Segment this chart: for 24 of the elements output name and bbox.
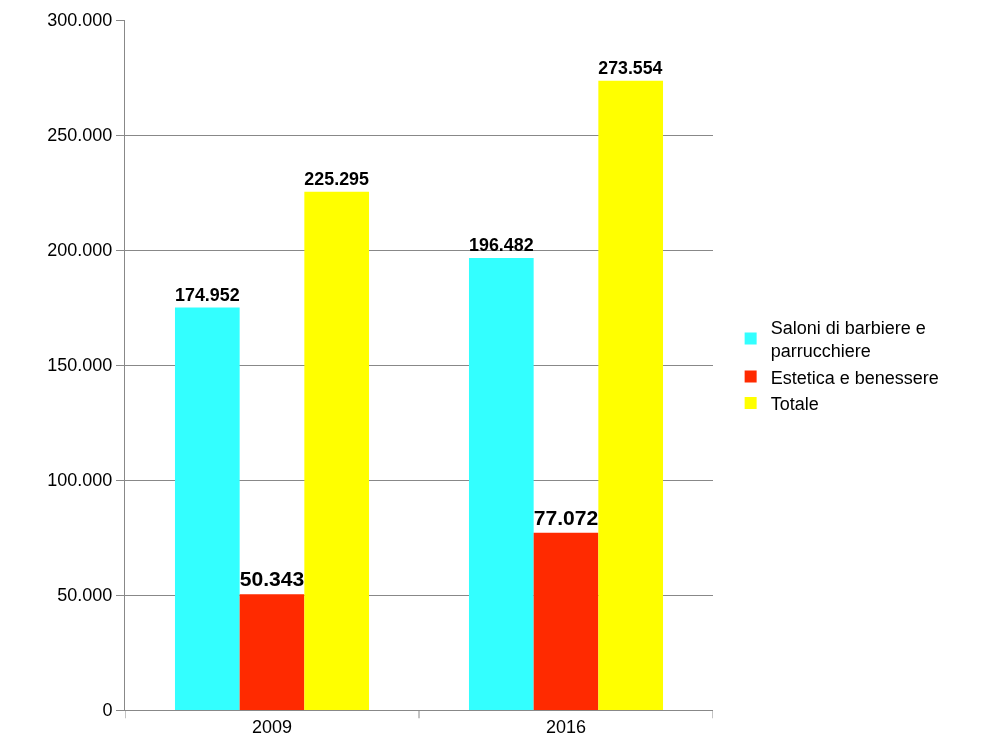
y-tick-label: 200.000 <box>47 240 113 261</box>
data-label: 273.554 <box>598 57 663 78</box>
y-tick-label: 250.000 <box>47 125 113 146</box>
bar <box>304 191 370 710</box>
y-tick-label: 50.000 <box>57 585 113 606</box>
data-label: 174.952 <box>175 284 240 305</box>
y-tick-label: 300.000 <box>47 10 113 31</box>
bar <box>598 80 664 710</box>
y-tick-label: 100.000 <box>47 470 113 491</box>
data-label: 50.343 <box>239 567 305 591</box>
y-tick-label: 0 <box>102 700 113 721</box>
bar <box>174 307 240 710</box>
data-label: 77.072 <box>533 505 599 529</box>
legend-label: Estetica e benessere <box>770 367 939 388</box>
bar <box>468 258 534 710</box>
x-tick-label: 2009 <box>251 716 293 737</box>
x-tick-label: 2016 <box>545 716 587 737</box>
bar <box>533 532 599 710</box>
bar <box>239 594 305 710</box>
legend-label: Saloni di barbiere e parrucchiere <box>770 317 926 362</box>
y-tick-label: 150.000 <box>47 355 113 376</box>
data-label: 225.295 <box>304 168 370 189</box>
data-label: 196.482 <box>469 235 534 256</box>
legend-label: Totale <box>770 393 819 414</box>
